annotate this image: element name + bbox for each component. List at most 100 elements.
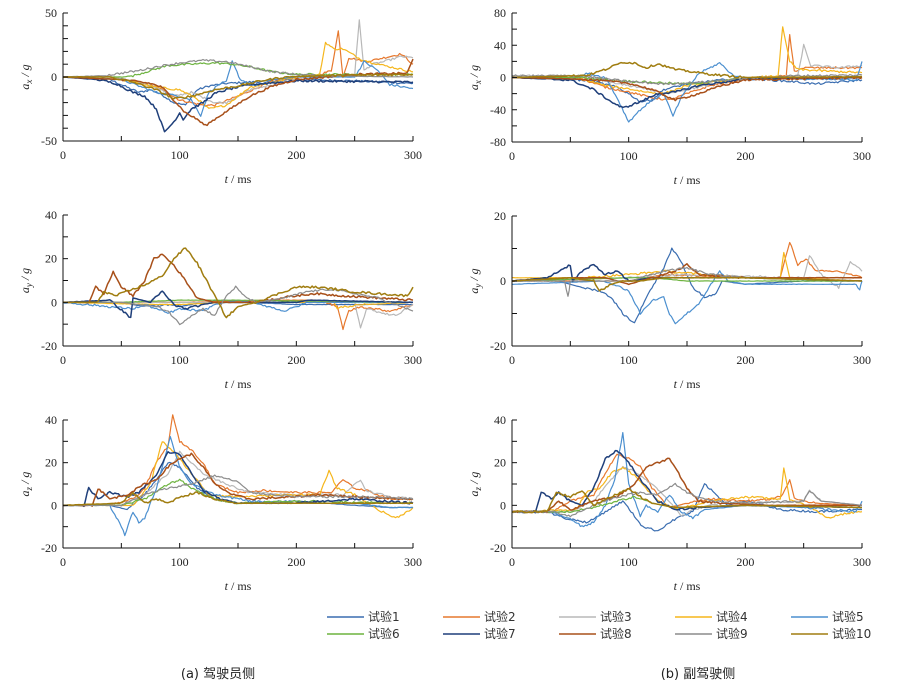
x-tick-label: 200 [287, 353, 305, 367]
x-axis-title: t / ms [225, 377, 252, 391]
legend-item: 试验9 [675, 626, 748, 641]
legend-item: 试验10 [791, 626, 871, 641]
legend-label: 试验7 [484, 626, 516, 641]
series-line-试验10 [62, 491, 413, 507]
y-tick-label: -20 [41, 541, 57, 555]
y-tick-label: 0 [51, 498, 57, 512]
series-line-试验5 [63, 60, 414, 117]
y-tick-label: 80 [494, 6, 506, 20]
legend-label: 试验1 [368, 609, 400, 624]
x-tick-label: 200 [287, 148, 305, 162]
x-tick-label: 0 [60, 555, 66, 569]
legend: 试验1 试验2 试验3 试验4 试验5 试验6 试验7 试验8 试验9 试验10 [327, 609, 871, 641]
y-tick-label: 0 [500, 274, 506, 288]
series-line-试验10 [62, 247, 414, 319]
y-tick-label: 0 [51, 295, 57, 309]
series-line-试验8 [512, 75, 863, 102]
legend-item: 试验3 [559, 609, 632, 624]
legend-label: 试验6 [368, 626, 400, 641]
y-axis-title: ax / g [18, 64, 34, 89]
y-tick-label: -40 [490, 103, 506, 117]
y-tick-label: -20 [490, 541, 506, 555]
series-group [511, 432, 863, 532]
y-tick-label: 20 [45, 252, 57, 266]
x-tick-label: 100 [171, 353, 189, 367]
x-tick-label: 300 [404, 353, 422, 367]
series-line-试验7 [62, 76, 414, 133]
legend-label: 试验9 [716, 626, 748, 641]
y-tick-label: 20 [494, 209, 506, 223]
series-line-试验5 [62, 436, 414, 537]
x-tick-label: 200 [736, 353, 754, 367]
series-group [62, 414, 414, 537]
y-axis-title: az / g [18, 472, 34, 497]
series-line-试验10 [511, 61, 863, 79]
series-group [511, 241, 863, 325]
caption-driver-side: (a) 驾驶员侧 [181, 667, 255, 682]
series-line-试验2 [63, 414, 414, 507]
legend-item: 试验4 [675, 609, 748, 624]
series-line-试验8 [62, 253, 414, 304]
legend-item: 试验1 [327, 609, 400, 624]
x-tick-label: 0 [509, 353, 515, 367]
legend-item: 试验2 [443, 609, 516, 624]
axes: -80 -40 0 40 80 0 100 200 300 t / ms ax / g [467, 6, 871, 187]
legend-item: 试验5 [791, 609, 864, 624]
x-tick-label: 200 [736, 555, 754, 569]
series-line-试验7 [511, 76, 863, 109]
x-tick-label: 0 [60, 353, 66, 367]
x-tick-label: 100 [171, 148, 189, 162]
x-tick-label: 300 [404, 555, 422, 569]
y-axis-title: ay / g [467, 268, 483, 293]
y-tick-label: -20 [490, 339, 506, 353]
y-tick-label: -50 [41, 134, 57, 148]
series-line-试验8 [62, 452, 414, 507]
series-line-试验9 [62, 474, 414, 507]
legend-label: 试验5 [832, 609, 864, 624]
x-tick-label: 100 [171, 555, 189, 569]
legend-label: 试验10 [832, 626, 871, 641]
y-tick-label: -80 [490, 135, 506, 149]
series-group [62, 247, 414, 331]
x-tick-label: 300 [853, 555, 871, 569]
x-tick-label: 300 [853, 353, 871, 367]
series-line-试验9 [511, 266, 863, 297]
x-tick-label: 300 [404, 148, 422, 162]
x-tick-label: 0 [60, 148, 66, 162]
legend-label: 试验2 [484, 609, 516, 624]
x-axis-title: t / ms [225, 579, 252, 593]
y-tick-label: 20 [45, 456, 57, 470]
legend-label: 试验8 [600, 626, 632, 641]
y-tick-label: -20 [41, 339, 57, 353]
y-tick-label: 20 [494, 456, 506, 470]
series-group [511, 26, 863, 123]
x-axis-title: t / ms [674, 377, 701, 391]
y-tick-label: 0 [51, 70, 57, 84]
y-axis-title: ax / g [467, 65, 483, 90]
series-line-试验3 [62, 19, 414, 105]
legend-item: 试验7 [443, 626, 516, 641]
series-line-试验5 [511, 432, 863, 528]
y-tick-label: 50 [45, 6, 57, 20]
legend-item: 试验6 [327, 626, 400, 641]
y-tick-label: 40 [494, 413, 506, 427]
y-tick-label: 40 [45, 413, 57, 427]
x-tick-label: 0 [509, 149, 515, 163]
series-line-试验8 [511, 457, 863, 514]
series-line-试验6 [511, 277, 862, 282]
series-line-试验10 [511, 276, 862, 292]
x-axis-title: t / ms [225, 172, 252, 186]
x-axis-title: t / ms [674, 579, 701, 593]
x-axis-title: t / ms [674, 173, 701, 187]
chart-passenger-ax: -80 -40 0 40 80 0 100 200 300 t / ms ax / g [467, 6, 871, 187]
y-tick-label: 40 [45, 208, 57, 222]
caption-passenger-side: (b) 副驾驶侧 [661, 667, 736, 682]
